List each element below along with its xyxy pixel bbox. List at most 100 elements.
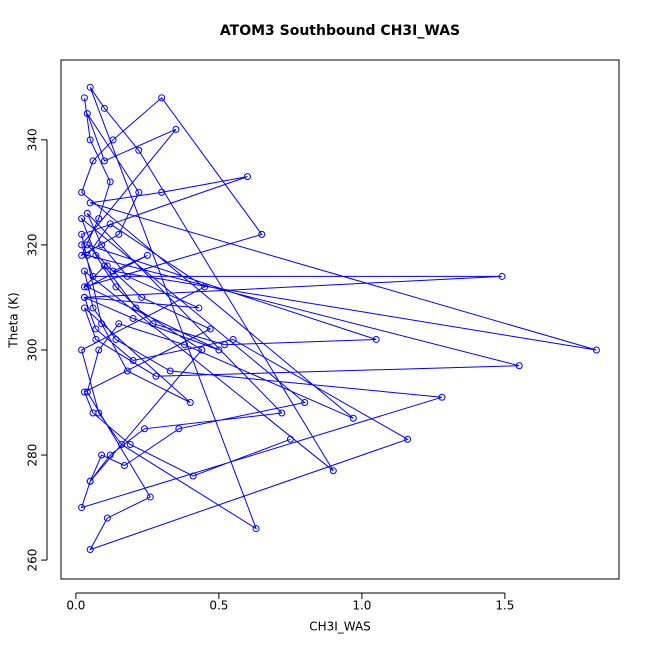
data-point [115, 230, 123, 238]
data-point [106, 451, 114, 459]
data-point [120, 462, 128, 470]
chart-title: ATOM3 Southbound CH3I_WAS [220, 23, 460, 39]
data-point [106, 178, 114, 186]
data-point [103, 262, 111, 270]
data-point [175, 425, 183, 433]
data-point [86, 136, 94, 144]
data-point [78, 215, 86, 223]
data-point [83, 388, 91, 396]
data-point [198, 346, 206, 354]
data-point [98, 320, 106, 328]
data-point [206, 325, 214, 333]
plot-frame [60, 59, 620, 580]
data-point [80, 304, 88, 312]
data-point [112, 283, 120, 291]
data-point [195, 304, 203, 312]
data-point [86, 83, 94, 91]
data-point [252, 525, 260, 533]
data-point [123, 367, 131, 375]
data-point [109, 136, 117, 144]
data-point [158, 188, 166, 196]
data-point [86, 199, 94, 207]
x-tick-label: 1.0 [352, 599, 371, 613]
data-point [135, 146, 143, 154]
data-point [80, 388, 88, 396]
data-point [138, 293, 146, 301]
data-point [118, 441, 126, 449]
data-point [286, 435, 294, 443]
data-point [592, 346, 600, 354]
data-point [95, 215, 103, 223]
data-point [86, 477, 94, 485]
data-point [186, 398, 194, 406]
data-point [100, 262, 108, 270]
data-point [166, 367, 174, 375]
data-point [78, 230, 86, 238]
data-point [83, 283, 91, 291]
data-point [100, 104, 108, 112]
data-point [89, 409, 97, 417]
data-point [129, 314, 137, 322]
data-point [146, 493, 154, 501]
y-tick-label: 340 [26, 128, 40, 151]
data-point [80, 267, 88, 275]
data-point [89, 304, 97, 312]
data-point [112, 335, 120, 343]
data-point [158, 94, 166, 102]
data-point [80, 283, 88, 291]
data-point [123, 272, 131, 280]
data-point [438, 393, 446, 401]
data-point [189, 472, 197, 480]
data-point [83, 209, 91, 217]
x-tick-label: 1.5 [495, 599, 514, 613]
data-point [92, 251, 100, 259]
data-point [83, 241, 91, 249]
data-point [92, 325, 100, 333]
data-point [83, 110, 91, 118]
data-point [80, 94, 88, 102]
y-tick-label: 280 [26, 444, 40, 467]
data-point [106, 220, 114, 228]
data-line [80, 87, 597, 551]
data-point [404, 435, 412, 443]
x-tick-label: 0.0 [66, 599, 85, 613]
data-point [98, 451, 106, 459]
x-axis-label: CH3I_WAS [309, 620, 371, 634]
data-point [215, 346, 223, 354]
data-point [78, 188, 86, 196]
data-point [498, 272, 506, 280]
data-point [349, 414, 357, 422]
y-tick-label: 300 [26, 339, 40, 362]
data-point [181, 341, 189, 349]
data-point [92, 335, 100, 343]
data-point [229, 335, 237, 343]
data-point [141, 425, 149, 433]
data-point [80, 293, 88, 301]
y-tick-label: 260 [26, 549, 40, 572]
data-point [132, 304, 140, 312]
data-point [126, 441, 134, 449]
data-point [86, 546, 94, 554]
data-point [329, 467, 337, 475]
data-point [152, 372, 160, 380]
data-point [103, 514, 111, 522]
data-point [135, 188, 143, 196]
data-point [89, 272, 97, 280]
data-point [129, 356, 137, 364]
data-point [78, 504, 86, 512]
y-tick-label: 320 [26, 233, 40, 256]
data-point [100, 157, 108, 165]
data-point [243, 173, 251, 181]
data-point [109, 267, 117, 275]
data-point [78, 346, 86, 354]
data-point [258, 230, 266, 238]
data-point [278, 409, 286, 417]
data-point [115, 320, 123, 328]
data-point [201, 283, 209, 291]
data-point [221, 341, 229, 349]
data-point [372, 335, 380, 343]
data-point [89, 157, 97, 165]
data-point [149, 320, 157, 328]
data-point [83, 251, 91, 259]
